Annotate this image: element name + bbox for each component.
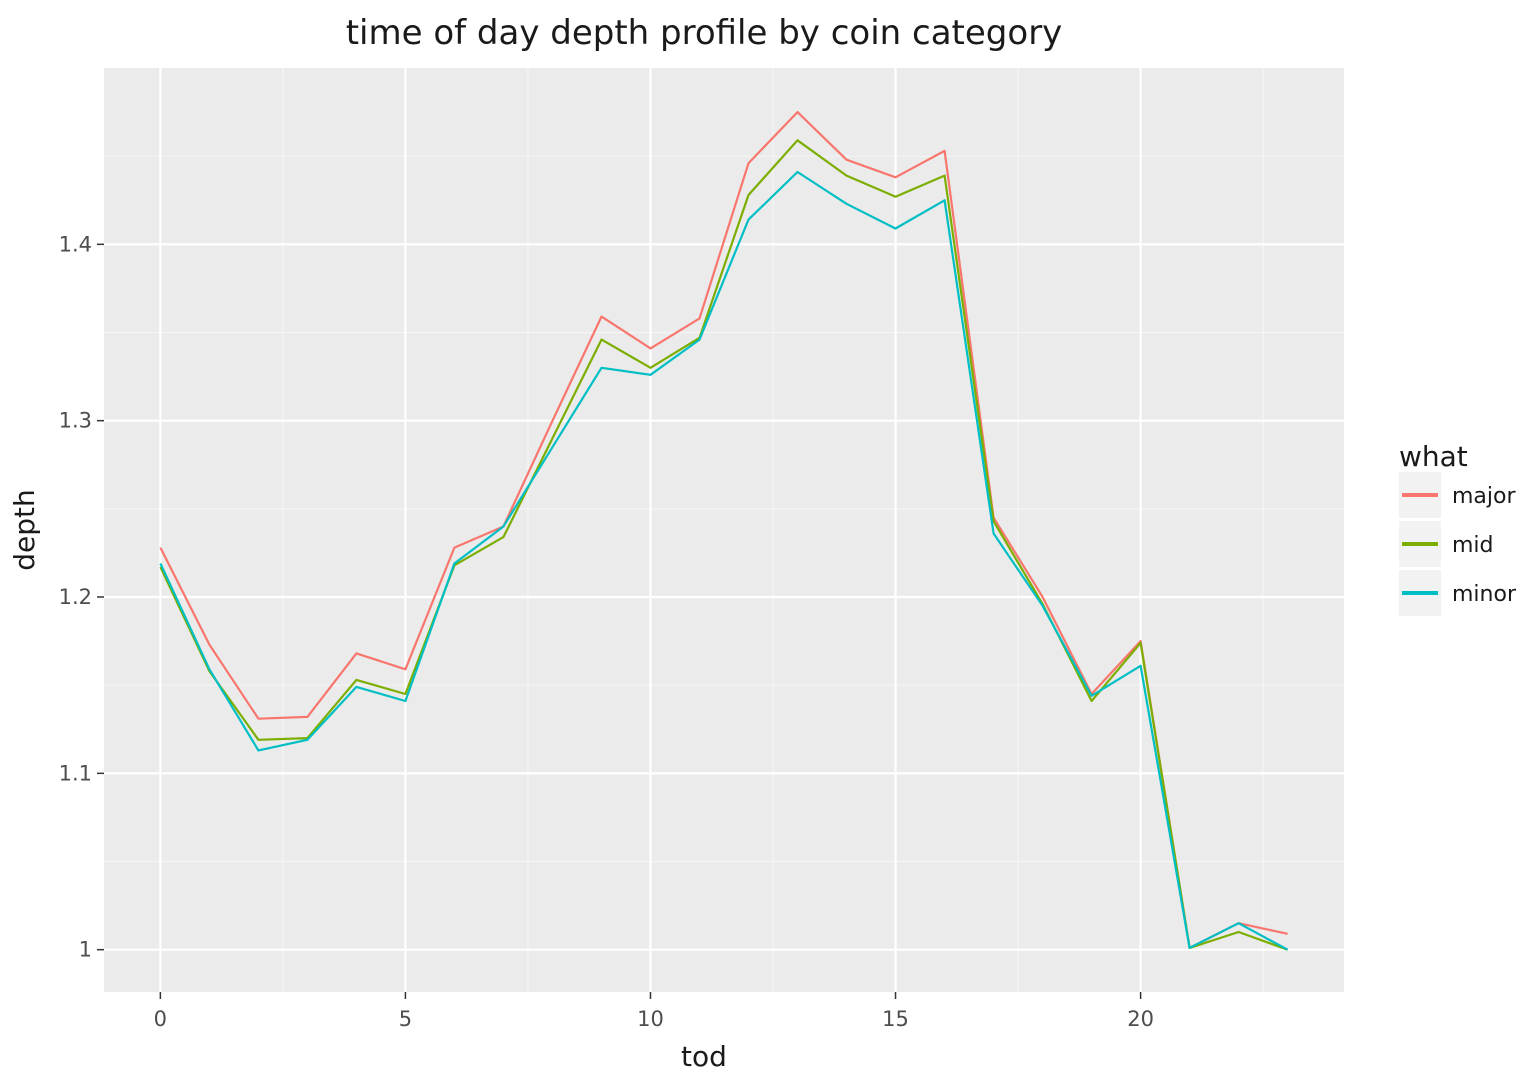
series-line-major — [159, 110, 1288, 950]
x-axis-ticks: 0 5 10 15 20 — [154, 992, 1154, 1031]
minor-gridlines — [104, 68, 1344, 992]
y-tick-label: 1.2 — [59, 585, 92, 609]
legend-label-minor: minor — [1452, 582, 1517, 607]
y-axis-ticks: 1 1.1 1.2 1.3 1.4 — [59, 232, 104, 962]
x-axis-title: tod — [681, 1040, 727, 1073]
chart-title: time of day depth profile by coin catego… — [346, 13, 1063, 53]
y-tick-label: 1.1 — [59, 761, 92, 785]
series-lines — [159, 110, 1289, 951]
x-tick-label: 0 — [154, 1007, 167, 1031]
legend-title: what — [1399, 440, 1468, 473]
series-line-minor — [159, 170, 1289, 951]
x-tick-label: 20 — [1127, 1007, 1154, 1031]
legend: what major mid minor — [1399, 440, 1517, 616]
plot-panel — [104, 68, 1344, 992]
legend-label-mid: mid — [1452, 533, 1494, 558]
y-axis-title: depth — [8, 489, 41, 571]
legend-label-major: major — [1452, 484, 1516, 509]
x-tick-label: 15 — [882, 1007, 909, 1031]
y-tick-label: 1.4 — [59, 232, 92, 256]
x-tick-label: 10 — [637, 1007, 664, 1031]
x-tick-label: 5 — [399, 1007, 412, 1031]
major-gridlines — [104, 68, 1344, 992]
y-tick-label: 1 — [79, 938, 92, 962]
y-tick-label: 1.3 — [59, 409, 92, 433]
